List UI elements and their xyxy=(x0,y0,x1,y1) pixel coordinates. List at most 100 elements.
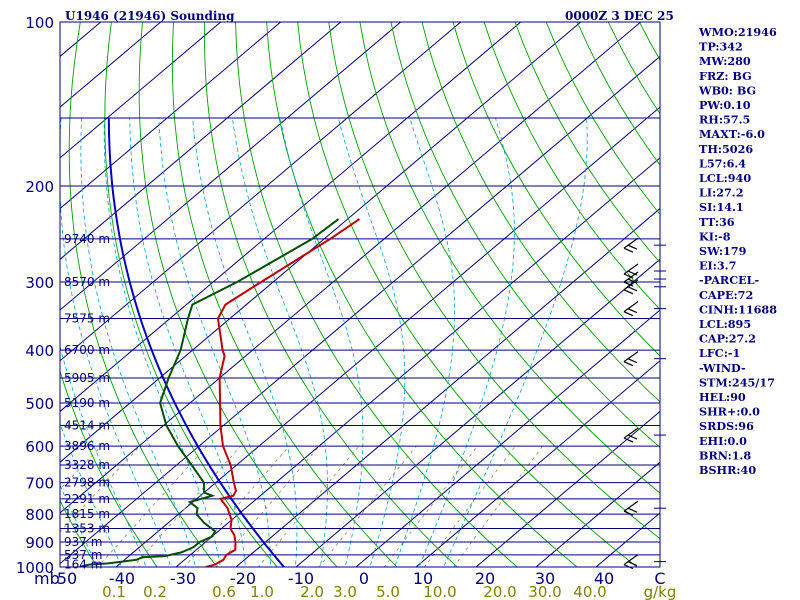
parcel-curve xyxy=(107,117,285,567)
index-entry: SHR+:0.0 xyxy=(699,405,760,419)
pressure-tick-label: 700 xyxy=(25,475,54,493)
mixing-ratio-line xyxy=(453,445,544,567)
temperature-tick-label: 40 xyxy=(594,569,614,588)
dry-adiabat-line xyxy=(266,22,578,567)
index-entry: WB0: BG xyxy=(698,83,756,97)
index-entry: PW:0.10 xyxy=(699,98,751,112)
temperature-tick-label: -20 xyxy=(230,569,256,588)
isotherm-line xyxy=(60,22,342,260)
temperature-profile xyxy=(205,218,361,567)
temperature-tick-label: -30 xyxy=(170,569,196,588)
mixing-ratio-label: 0.1 xyxy=(102,583,126,600)
height-label: 1353 m xyxy=(64,522,110,536)
temperature-tick-label: -10 xyxy=(288,569,314,588)
mixing-ratio-label: 10.0 xyxy=(423,583,456,600)
index-entry: SRDS:96 xyxy=(699,419,754,433)
isotherm-line xyxy=(60,22,282,210)
mixing-ratio-label: 40.0 xyxy=(573,583,606,600)
temperature-tick-label: 10 xyxy=(413,569,433,588)
index-entry: LI:27.2 xyxy=(699,186,743,200)
index-entry: LFC:-1 xyxy=(699,346,740,360)
dry-adiabat-line xyxy=(576,22,660,166)
index-entry: RH:57.5 xyxy=(699,113,750,127)
height-label: 537 m xyxy=(64,548,102,562)
height-label: 2291 m xyxy=(64,492,110,506)
height-label: 8570 m xyxy=(64,275,110,289)
moist-adiabat-line xyxy=(103,117,221,567)
isotherm-line xyxy=(355,309,660,567)
isotherm-line xyxy=(60,22,462,362)
mixing-ratio-label: 5.0 xyxy=(376,583,400,600)
dry-adiabat-line xyxy=(421,22,660,403)
index-entry: STM:245/17 xyxy=(699,375,775,389)
isotherm-line xyxy=(595,512,660,567)
dry-adiabat-line xyxy=(795,22,800,579)
mixing-ratio-line xyxy=(423,445,516,567)
index-entry: TP:342 xyxy=(699,40,743,54)
index-entry: LCL:940 xyxy=(699,171,751,185)
index-entry: CAPE:72 xyxy=(699,288,753,302)
height-label: 164 m xyxy=(64,558,102,572)
wind-barbs xyxy=(623,237,666,570)
pressure-tick-label: 800 xyxy=(25,506,54,524)
mixing-ratio-label: 0.2 xyxy=(143,583,167,600)
dry-adiabat-line xyxy=(483,22,660,311)
temperature-tick-label: 50 xyxy=(57,569,77,588)
mixing-ratio-label: 30.0 xyxy=(528,583,561,600)
index-entry: LCL:895 xyxy=(699,317,751,331)
mixing-ratio-label: 3.0 xyxy=(333,583,357,600)
isotherm-line xyxy=(60,55,660,565)
isotherm-line xyxy=(475,410,660,567)
index-entry: MW:280 xyxy=(699,54,751,68)
isotherm-line xyxy=(535,461,660,567)
pressure-tick-label: 100 xyxy=(25,14,54,32)
dry-adiabat-line xyxy=(138,22,338,567)
grid-lines xyxy=(60,22,800,579)
mixing-ratio-line xyxy=(60,445,141,533)
index-entry: -PARCEL- xyxy=(699,273,760,287)
temperature-unit-label: C xyxy=(654,569,665,588)
plot-frame xyxy=(59,21,661,568)
mixing-ratio-line xyxy=(183,445,290,567)
dry-adiabat-line xyxy=(60,499,98,567)
index-entry: TH:5026 xyxy=(699,142,753,156)
temperature-tick-label: 0 xyxy=(359,569,369,588)
dry-adiabat-line xyxy=(104,22,278,567)
wind-barb xyxy=(623,301,666,317)
height-label: 5190 m xyxy=(64,396,110,410)
pressure-tick-label: 1000 xyxy=(16,559,54,577)
isotherm-line xyxy=(60,22,222,159)
dry-adiabat-line xyxy=(328,22,660,540)
moist-adiabat-line xyxy=(158,117,271,567)
mixing-ratio-label: 0.6 xyxy=(212,583,236,600)
sounding-datetime: 0000Z 3 DEC 25 xyxy=(565,9,674,23)
index-entry: WMO:21946 xyxy=(698,25,777,39)
moist-adiabat-line xyxy=(338,117,406,567)
index-entry: FRZ: BG xyxy=(699,69,752,83)
mixing-ratio-label: 2.0 xyxy=(300,583,324,600)
mixing-ratio-line xyxy=(132,445,241,567)
isotherm-line xyxy=(415,360,660,567)
dry-adiabat-line xyxy=(452,22,660,357)
mixing-ratio-line xyxy=(383,445,479,567)
height-label: 3328 m xyxy=(64,458,110,472)
height-label: 9740 m xyxy=(64,232,110,246)
station-title: U1946 (21946) Sounding xyxy=(65,9,235,23)
sounding-profiles xyxy=(79,117,361,567)
height-label: 6700 m xyxy=(64,343,110,357)
dry-adiabat-line xyxy=(545,22,660,216)
index-entry: EI:3.7 xyxy=(699,259,736,273)
mixing-ratio-line xyxy=(318,445,417,567)
dry-adiabat-line xyxy=(204,22,458,567)
temperature-tick-label: 20 xyxy=(475,569,495,588)
pressure-tick-label: 900 xyxy=(25,534,54,552)
background-grid xyxy=(60,21,800,579)
dry-adiabat-line xyxy=(235,22,518,567)
isotherm-line xyxy=(60,22,642,514)
pressure-tick-label: 500 xyxy=(25,395,54,413)
height-label: 1815 m xyxy=(64,507,110,521)
isotherm-line xyxy=(235,207,660,567)
